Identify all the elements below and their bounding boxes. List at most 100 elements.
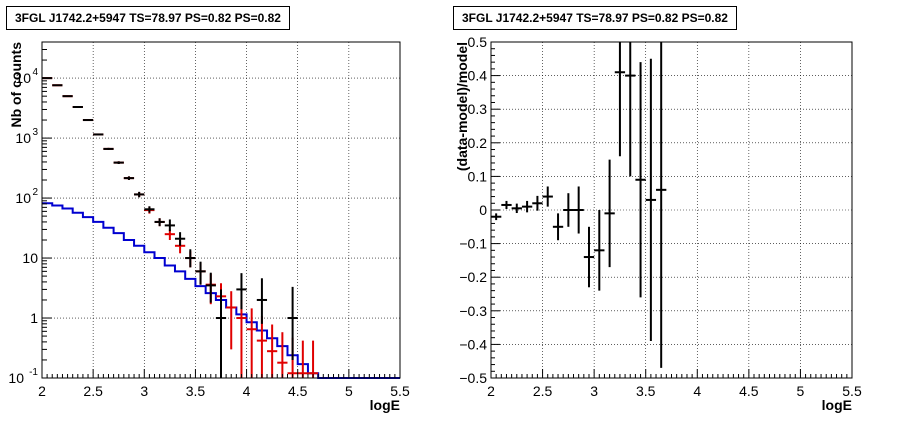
red-point — [277, 332, 288, 378]
x-tick-label: 2.5 — [533, 383, 553, 399]
y-axis-label: Nb of counts — [8, 42, 24, 128]
y-tick-exponent: 3 — [32, 127, 38, 138]
y-tick-label: 10 — [15, 190, 31, 206]
y-tick-label: −0.1 — [459, 236, 487, 252]
data-point — [174, 232, 186, 246]
residual-point — [656, 42, 667, 368]
y-ticks: −0.5 −0.4 −0.3 −0.2 −0.1 0 0.1 0.2 0.3 0.4 0.5 — [459, 34, 500, 386]
red-point — [307, 340, 319, 378]
y-tick-label: 0.1 — [468, 168, 488, 184]
right-panel: 3FGL J1742.2+5947 TS=78.97 PS=0.82 PS=0.… — [449, 0, 898, 421]
x-tick-label: 2 — [38, 383, 46, 399]
y-tick-label: −0.4 — [459, 336, 487, 352]
x-tick-label: 4 — [243, 383, 251, 399]
data-point — [205, 272, 216, 303]
residual-point — [521, 200, 533, 213]
residual-point — [614, 42, 626, 157]
x-tick-label: 5.5 — [390, 383, 410, 399]
grid — [491, 42, 852, 378]
x-tick-label: 5 — [797, 383, 805, 399]
y-tick-exponent: -1 — [29, 367, 38, 378]
x-ticks: 2 2.5 3 3.5 4 4.5 5 5.5 — [487, 369, 862, 399]
residual-point — [542, 186, 553, 207]
x-tick-label: 2 — [487, 383, 495, 399]
x-tick-label: 3.5 — [636, 383, 656, 399]
data-point — [123, 176, 135, 181]
residual-point — [501, 200, 512, 209]
data-point — [287, 286, 298, 360]
chart-title: 3FGL J1742.2+5947 TS=78.97 PS=0.82 PS=0.… — [6, 6, 290, 30]
residual-chart: 2 2.5 3 3.5 4 4.5 5 5.5 −0.5 −0.4 −0.3 −0.2 −0.1 0 0.… — [454, 34, 862, 413]
residual-point — [573, 186, 584, 234]
y-tick-label: 0 — [479, 202, 487, 218]
data-point — [113, 161, 124, 164]
y-tick-label: 0.3 — [468, 101, 488, 117]
y-tick-label: 0.2 — [468, 135, 488, 151]
data-series — [42, 77, 298, 378]
data-point — [256, 278, 268, 324]
data-point — [215, 289, 227, 378]
x-tick-label: 5 — [345, 383, 353, 399]
residual-point — [511, 203, 522, 214]
data-point — [72, 105, 83, 108]
model-series — [42, 202, 400, 379]
x-tick-label: 3 — [140, 383, 148, 399]
red-point — [256, 316, 268, 378]
residual-point — [552, 213, 564, 241]
x-axis-label: logE — [822, 397, 852, 413]
data-point — [154, 218, 165, 227]
x-axis-label: logE — [370, 397, 400, 413]
residual-point — [635, 62, 646, 298]
y-tick-label: −0.2 — [459, 269, 487, 285]
y-tick-label: 0.5 — [468, 34, 488, 50]
x-tick-label: 4 — [693, 383, 701, 399]
residual-point — [594, 210, 605, 291]
y-tick-exponent: 4 — [32, 67, 38, 78]
residual-point — [604, 159, 615, 268]
chart-title: 3FGL J1742.2+5947 TS=78.97 PS=0.82 PS=0.… — [453, 6, 737, 30]
data-point — [52, 84, 63, 87]
left-panel: 3FGL J1742.2+5947 TS=78.97 PS=0.82 PS=0.… — [6, 6, 410, 413]
y-tick-label: −0.5 — [459, 370, 487, 386]
x-tick-label: 3.5 — [186, 383, 206, 399]
y-tick-label: 10 — [15, 70, 31, 86]
data-point — [195, 261, 206, 285]
red-point — [246, 308, 257, 378]
y-tick-label: 1 — [30, 310, 38, 326]
x-tick-label: 2.5 — [83, 383, 103, 399]
red-point — [297, 340, 308, 378]
data-point — [93, 133, 104, 136]
y-tick-exponent: 2 — [32, 187, 38, 198]
red-point — [236, 299, 247, 378]
y-tick-label: 10 — [8, 370, 24, 386]
data-point — [236, 273, 247, 310]
data-point — [82, 119, 94, 122]
data-point — [62, 95, 73, 98]
residual-point — [625, 42, 636, 177]
residual-series — [491, 42, 667, 368]
x-tick-label: 3 — [590, 383, 598, 399]
y-tick-label: 0.4 — [468, 68, 488, 84]
residual-point — [563, 193, 574, 227]
x-tick-label: 4.5 — [288, 383, 308, 399]
x-tick-label: 4.5 — [739, 383, 759, 399]
y-tick-label: −0.3 — [459, 303, 487, 319]
red-point — [226, 291, 237, 350]
residual-point — [583, 226, 595, 288]
y-tick-label: 10 — [22, 250, 38, 266]
residual-point — [645, 58, 657, 342]
data-point — [134, 191, 145, 198]
model-line — [42, 202, 400, 379]
data-point — [185, 249, 196, 268]
y-tick-label: 10 — [15, 130, 31, 146]
data-point — [144, 206, 155, 213]
residual-point — [532, 195, 543, 211]
x-ticks: 2 2.5 3 3.5 4 4.5 5 5.5 — [38, 369, 410, 399]
y-axis-label: (data-model)/model — [454, 42, 470, 171]
data-point — [164, 219, 175, 232]
x-tick-label: 5.5 — [842, 383, 862, 399]
red-point — [267, 324, 278, 378]
data-point — [103, 147, 114, 150]
